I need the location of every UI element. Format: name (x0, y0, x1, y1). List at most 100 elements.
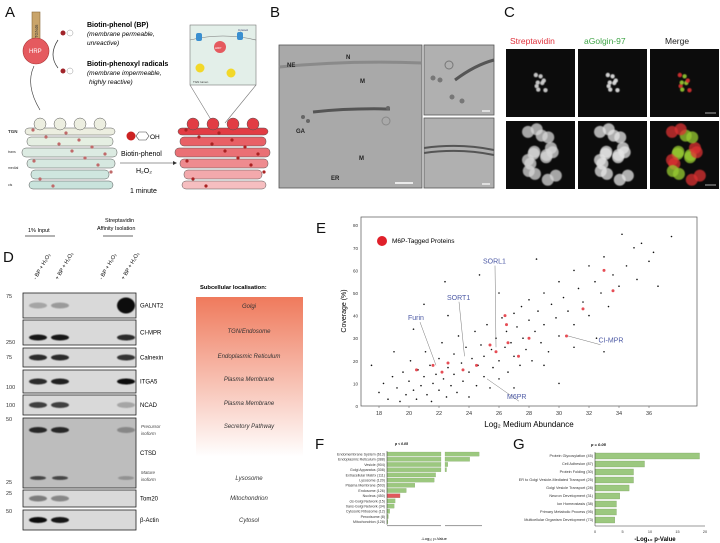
protein-point (438, 389, 440, 391)
x-axis-label: -Log₁₀ p-Value (634, 537, 676, 543)
category-label: Extracellular Matrix (111) (346, 473, 385, 477)
golgi-signal (613, 78, 618, 83)
band (117, 297, 135, 314)
input-header: 1% Input (28, 228, 50, 234)
golgi-cisterna (21, 147, 118, 158)
golgi-cisterna (183, 169, 263, 180)
band (117, 354, 135, 361)
bar-continued (444, 457, 470, 462)
tgn46-hrp-marker (185, 159, 189, 163)
golgi-apparatus (312, 107, 391, 114)
tgn-bud (53, 117, 67, 131)
band-mature (52, 476, 68, 480)
em-label-m2: M (359, 156, 364, 162)
x-tick-label: 15 (675, 530, 679, 534)
golgi-signal (613, 173, 626, 186)
protein-point (432, 382, 434, 385)
em-label-ne: NE (287, 63, 295, 69)
protein-point (429, 364, 431, 367)
protein-point (582, 301, 584, 303)
panel-label-b: B (270, 4, 280, 21)
bar (594, 460, 645, 468)
localisation-title: Subcellular localisation: (200, 285, 267, 291)
m6p-point (517, 354, 520, 358)
tgn46-hrp-marker (262, 170, 266, 174)
blot-protein-label: Tom20 (140, 497, 159, 503)
annotation-label: CI-MPR (599, 338, 624, 345)
y-tick-label: 70 (353, 246, 359, 251)
protein-point (558, 335, 560, 337)
tgn46-hrp-marker (223, 149, 227, 153)
golgi-signal (687, 87, 692, 93)
protein-point (640, 242, 643, 245)
blot-ncad (22, 394, 137, 416)
protein-point (636, 278, 638, 281)
arrowhead (173, 161, 177, 165)
bar-continued (444, 462, 448, 467)
category-label: Endoplasmic Reticulum (388) (338, 458, 385, 462)
bar (594, 516, 615, 524)
protein-point (547, 350, 550, 353)
protein-point (478, 274, 481, 276)
mw-marker: 75 (6, 294, 12, 300)
nuclear-envelope (278, 60, 423, 69)
protein-point (573, 323, 575, 326)
inset-protein-yellow (195, 63, 205, 73)
protein-point (408, 380, 410, 382)
y-tick-label: 0 (355, 404, 358, 409)
band (117, 378, 135, 385)
blot-protein-label: GALNT2 (140, 304, 164, 310)
tgn46-hrp-marker (70, 149, 74, 153)
tgn46-hrp-marker (236, 156, 240, 160)
golgi-signal (533, 72, 539, 78)
band (51, 517, 69, 523)
localisation-label: Secretory Pathway (224, 424, 275, 430)
panel-d-western: 1% Input Streptavidin Affinity Isolation… (6, 218, 303, 531)
protein-point (607, 305, 610, 308)
bar (386, 503, 395, 509)
tgn46-hrp-marker (77, 138, 81, 142)
golgi-signal (602, 123, 615, 136)
band-mature (118, 476, 134, 480)
protein-point (528, 319, 530, 321)
panel-label-a: A (5, 4, 15, 21)
blot-ci-mpr (22, 319, 137, 346)
x-tick-label: 34 (616, 411, 622, 417)
protein-point (588, 265, 590, 267)
golgi-signal (542, 131, 555, 144)
lane-label: + BP + H₂O₂ (121, 251, 142, 281)
golgi-cisterna (177, 127, 269, 136)
golgi-signal (535, 80, 540, 85)
protein-point (409, 360, 412, 362)
m6p-point (488, 343, 492, 347)
protein-point (468, 371, 470, 373)
localisation-label: Plasma Membrane (224, 377, 275, 383)
golgi-signal (536, 87, 541, 92)
tgn46-hrp-marker (44, 135, 48, 139)
vesicle (381, 116, 391, 126)
protein-point (507, 371, 509, 373)
x-tick-label: 22 (436, 411, 442, 417)
m6p-point (494, 350, 498, 354)
golgi-signal (614, 131, 627, 144)
bar (386, 509, 390, 514)
blot-itga5 (22, 369, 137, 394)
protein-point (480, 344, 482, 346)
protein-point (540, 341, 542, 344)
panel-g-bar-chart: p = 0.05 Protein Glycosylation (45) Cell A… (519, 442, 707, 543)
golgi-signal (528, 145, 541, 158)
protein-point (603, 256, 605, 258)
band (117, 402, 135, 408)
protein-point (522, 337, 524, 340)
time-label: 1 minute (130, 188, 157, 195)
panel-label-c: C (504, 4, 515, 21)
golgi-cisterna (26, 136, 114, 147)
protein-point (435, 373, 437, 376)
annotation-label: SORT1 (447, 295, 470, 302)
protein-point (513, 387, 515, 389)
tgn46-hrp-marker (204, 184, 208, 188)
panel-label-d: D (3, 249, 14, 266)
em-label-er: ER (331, 176, 340, 182)
annotation-line (567, 335, 601, 345)
protein-point (537, 310, 539, 312)
